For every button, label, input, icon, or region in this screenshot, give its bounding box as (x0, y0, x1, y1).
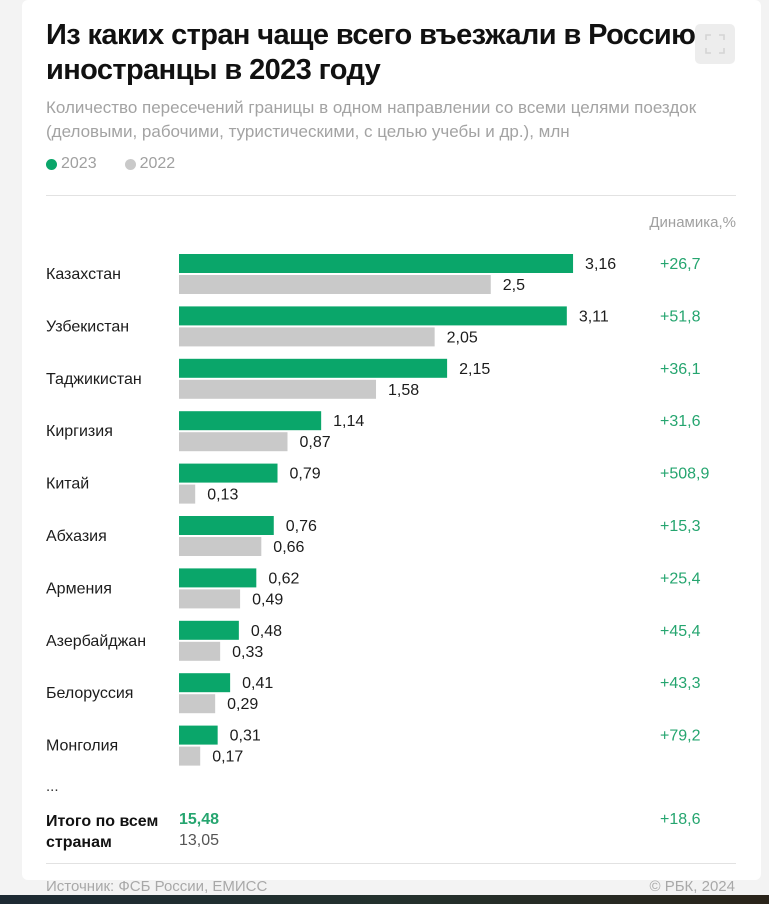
dynamics-value: +15,3 (660, 518, 701, 535)
bar-2022 (179, 327, 435, 347)
category-label: Монголия (46, 738, 118, 755)
bar-2022 (179, 275, 491, 294)
legend-label-2022: 2022 (139, 155, 176, 172)
bar-2023 (179, 411, 322, 431)
dynamics-value: +31,6 (660, 413, 701, 430)
legend-item-2022: 2022 (124, 155, 176, 173)
category-label: Белоруссия (46, 685, 133, 702)
value-label-2022: 0,33 (232, 644, 263, 661)
bar-2023 (179, 358, 448, 378)
legend-label-2023: 2023 (61, 155, 97, 172)
value-label-2023: 0,41 (242, 675, 273, 692)
value-label-2023: 0,76 (286, 518, 317, 535)
dynamics-value: +508,9 (660, 466, 709, 483)
copyright-text: © РБК, 2024 (649, 878, 735, 895)
legend: 2023 2022 (46, 155, 175, 173)
dynamics-value: +36,1 (660, 361, 701, 378)
more-ellipsis: ... (46, 778, 59, 795)
bar-2022 (179, 589, 241, 609)
category-label: Азербайджан (46, 633, 146, 650)
bottom-divider (46, 863, 736, 864)
bar-2023 (179, 463, 278, 483)
legend-item-2023: 2023 (46, 155, 97, 173)
total-value-2023: 15,48 (179, 811, 220, 828)
bar-2022 (179, 746, 201, 766)
bar-2022 (179, 641, 221, 661)
chart-card (22, 0, 761, 880)
bar-2022 (179, 694, 216, 714)
dynamics-value: +25,4 (660, 570, 701, 587)
bar-2023 (179, 725, 218, 745)
value-label-2023: 1,14 (333, 413, 364, 430)
bar-2022 (179, 432, 288, 452)
bar-2023 (179, 568, 257, 588)
dynamics-value: +79,2 (660, 728, 701, 745)
dynamics-value: +26,7 (660, 256, 701, 273)
value-label-2022: 2,5 (503, 277, 525, 294)
dynamics-value: +51,8 (660, 308, 701, 325)
dynamics-value: +43,3 (660, 675, 701, 692)
value-label-2023: 0,48 (251, 623, 282, 640)
expand-icon (705, 34, 725, 54)
bar-2022 (179, 484, 196, 504)
category-label: Армения (46, 580, 112, 597)
total-dynamics: +18,6 (660, 811, 701, 828)
window-bottom-edge (0, 895, 769, 904)
value-label-2022: 0,49 (252, 591, 283, 608)
bar-2023 (179, 673, 231, 693)
value-label-2022: 1,58 (388, 382, 419, 399)
legend-dot-2023 (46, 158, 57, 170)
value-label-2023: 3,11 (579, 308, 609, 325)
bar-2023 (179, 620, 239, 640)
dynamics-value: +45,4 (660, 623, 701, 640)
dynamics-header: Динамика,% (649, 214, 736, 231)
category-label: Киргизия (46, 423, 113, 440)
value-label-2022: 2,05 (447, 329, 478, 346)
value-label-2023: 3,16 (585, 256, 616, 273)
value-label-2022: 0,17 (212, 749, 243, 766)
chart-title: Из каких стран чаще всего въезжали в Рос… (46, 19, 696, 86)
category-label: Абхазия (46, 528, 107, 545)
value-label-2022: 0,13 (207, 487, 238, 504)
expand-button[interactable] (695, 24, 735, 64)
chart-subtitle: Количество пересечений границы в одном н… (46, 98, 697, 141)
bar-2023 (179, 306, 567, 326)
value-label-2022: 0,29 (227, 696, 258, 713)
category-label: Таджикистан (46, 371, 142, 388)
total-value-2022: 13,05 (179, 832, 220, 849)
category-label: Казахстан (46, 266, 121, 283)
category-label: Узбекистан (46, 318, 129, 335)
category-label: Китай (46, 476, 89, 493)
value-label-2023: 0,31 (230, 728, 261, 745)
total-label: Итого по всем странам (46, 813, 159, 851)
value-label-2023: 0,79 (290, 466, 321, 483)
value-label-2022: 0,66 (273, 539, 304, 556)
bar-2023 (179, 516, 274, 535)
value-label-2023: 0,62 (268, 570, 299, 587)
value-label-2022: 0,87 (299, 434, 330, 451)
bar-2022 (179, 379, 377, 399)
source-text: Источник: ФСБ России, ЕМИСС (46, 878, 268, 895)
bar-2022 (179, 537, 262, 556)
top-divider (46, 195, 736, 196)
bar-2023 (179, 254, 574, 273)
value-label-2023: 2,15 (459, 361, 490, 378)
legend-dot-2022 (124, 158, 136, 170)
